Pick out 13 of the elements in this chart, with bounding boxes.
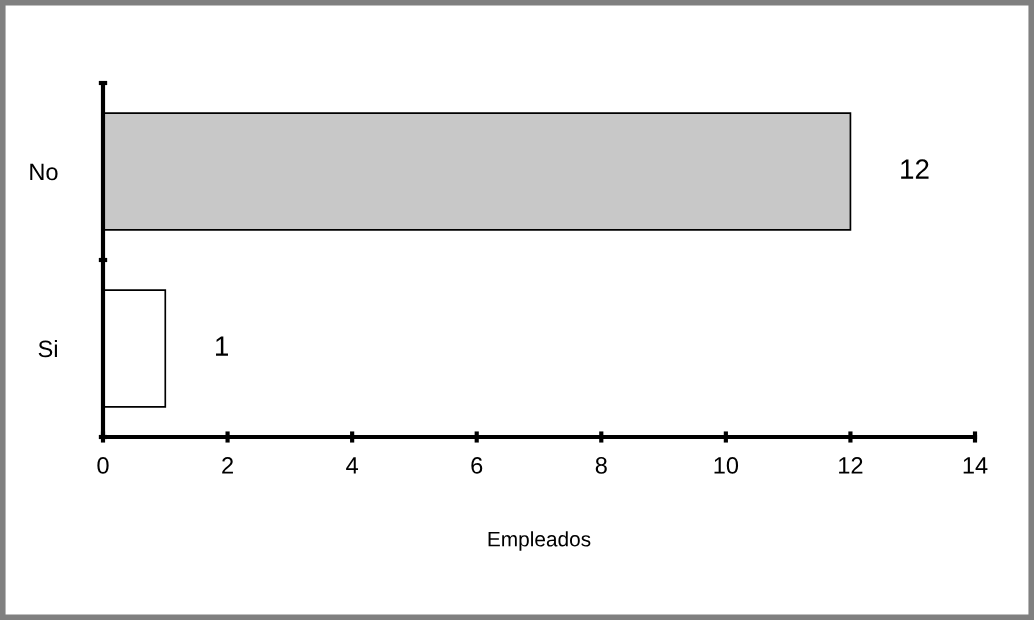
x-axis-title: Empleados — [488, 531, 591, 551]
y-tick-label: Si — [38, 339, 57, 358]
data-label: 1 — [216, 336, 228, 356]
x-tick-label: 14 — [963, 457, 988, 474]
x-tick-label: 8 — [595, 457, 607, 474]
x-tick-label: 6 — [471, 457, 483, 474]
y-tick-label: No — [30, 163, 58, 181]
x-tick-label: 2 — [222, 457, 233, 474]
data-label: 12 — [901, 159, 929, 179]
x-tick-label: 10 — [714, 457, 739, 474]
x-tick-label: 4 — [346, 457, 359, 474]
x-tick-label: 12 — [839, 457, 863, 474]
x-tick-label: 0 — [97, 457, 109, 474]
